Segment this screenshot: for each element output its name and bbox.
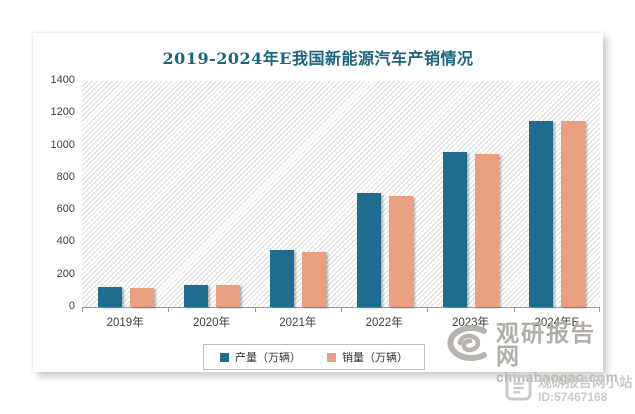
brand-watermark: 观研报告网 chinabaogao.com [438, 322, 618, 385]
bar [97, 286, 122, 307]
legend-swatch [220, 352, 229, 362]
chart-card: 2019-2024年E我国新能源汽车产销情况 0 200 400 600 800 1000… [33, 33, 618, 384]
badge-site-name: 观研报告网小站 [538, 375, 633, 391]
y-tick-label: 400 [56, 235, 75, 248]
legend-swatch [327, 352, 336, 362]
x-axis: 2019年 2020年 2021年 2022年 2023年 2024年E [82, 314, 600, 330]
x-axis-tick [514, 308, 515, 312]
x-axis-tick [599, 308, 600, 312]
badge-id: ID:57467168 [538, 389, 608, 404]
bar [356, 193, 381, 307]
legend-item: 销量（万辆） [327, 349, 408, 365]
bar [129, 287, 154, 307]
brand-text: 观研报告网 chinabaogao.com [496, 322, 618, 385]
x-axis-label: 2023年 [451, 317, 490, 329]
legend-label: 产量（万辆） [235, 352, 301, 364]
y-tick-label: 800 [56, 170, 75, 183]
bar [561, 121, 586, 307]
x-axis-tick [427, 308, 428, 312]
bar [183, 284, 208, 307]
bar [388, 195, 413, 307]
y-tick-label: 200 [56, 267, 75, 280]
bar [474, 153, 499, 307]
x-axis-tick [341, 308, 342, 312]
badge-watermark: 观研报告网小站 ID:57467168 [505, 374, 633, 406]
x-axis-tick [82, 308, 83, 312]
legend-label: 销量（万辆） [342, 352, 408, 364]
y-axis: 0 200 400 600 800 1000 1200 1400 [33, 33, 75, 372]
x-axis-tick [168, 308, 169, 312]
x-axis-label: 2024年E [534, 317, 580, 329]
bar [442, 152, 467, 307]
y-tick-label: 600 [56, 203, 75, 216]
y-tick-label: 1400 [50, 74, 75, 86]
x-axis-label: 2021年 [279, 317, 317, 329]
legend-item: 产量（万辆） [220, 349, 301, 365]
x-axis-tick [255, 308, 256, 312]
badge-text-block: 观研报告网小站 ID:57467168 [538, 375, 633, 404]
bar [215, 285, 240, 307]
brand-site-url: chinabaogao.com [496, 370, 619, 385]
bar [270, 249, 295, 307]
x-axis-label: 2020年 [192, 317, 231, 329]
chart-title: 2019-2024年E我国新能源汽车产销情况 [162, 49, 474, 68]
x-axis-label: 2022年 [365, 317, 403, 329]
x-axis-label: 2019年 [106, 317, 144, 329]
y-tick-label: 1000 [50, 138, 75, 151]
legend: 产量（万辆） 销量（万辆） [203, 344, 425, 370]
bar [302, 252, 327, 307]
plot-area [82, 81, 600, 312]
bar [529, 120, 554, 307]
y-tick-label: 0 [68, 300, 75, 312]
y-tick-label: 1200 [50, 106, 75, 119]
badge-seal-icon [505, 374, 532, 406]
